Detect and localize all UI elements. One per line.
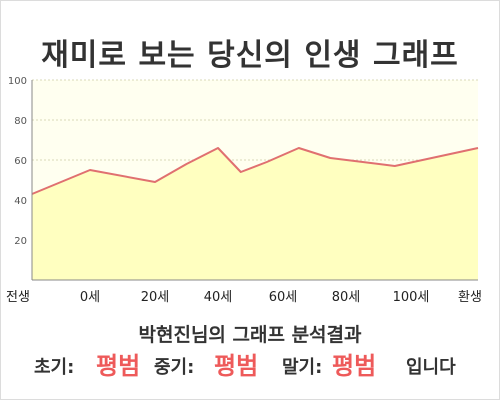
x-axis-labels: 전생 0세 20세 40세 60세 80세 100세 환생 — [6, 290, 482, 305]
result-suffix: 입니다 — [406, 357, 456, 378]
late-label: 말기: — [282, 357, 323, 378]
x-tick-label: 100세 — [393, 290, 430, 305]
x-tick-label: 환생 — [458, 290, 482, 305]
analysis-subtitle: 박현진님의 그래프 분석결과 — [138, 324, 362, 346]
mid-value: 평범 — [214, 352, 259, 380]
life-area — [32, 148, 478, 280]
x-tick-label: 20세 — [141, 290, 170, 305]
early-label: 초기: — [34, 357, 75, 378]
y-tick-label: 60 — [14, 156, 27, 167]
x-tick-label: 40세 — [204, 290, 233, 305]
x-tick-label: 80세 — [332, 290, 361, 305]
y-tick-label: 20 — [14, 236, 27, 247]
life-graph-chart: 20 40 60 80 100 전생 0세 20세 40세 60세 80세 100세 환생 — [6, 76, 482, 305]
life-line — [31, 147, 479, 195]
result-line: 초기: 평범 중기: 평범 말기: 평범 입니다 — [0, 345, 500, 381]
y-axis-ticks: 20 40 60 80 100 — [8, 76, 27, 247]
early-value: 평범 — [96, 352, 141, 380]
page-title: 재미로 보는 당신의 인생 그래프 — [41, 38, 459, 73]
late-value: 평범 — [332, 352, 377, 380]
y-tick-label: 40 — [14, 196, 27, 207]
y-tick-label: 80 — [14, 116, 27, 127]
x-tick-label: 전생 — [6, 290, 30, 305]
mid-label: 중기: — [154, 357, 195, 378]
x-tick-label: 0세 — [80, 290, 100, 305]
y-tick-label: 100 — [8, 76, 27, 87]
x-tick-label: 60세 — [269, 290, 298, 305]
